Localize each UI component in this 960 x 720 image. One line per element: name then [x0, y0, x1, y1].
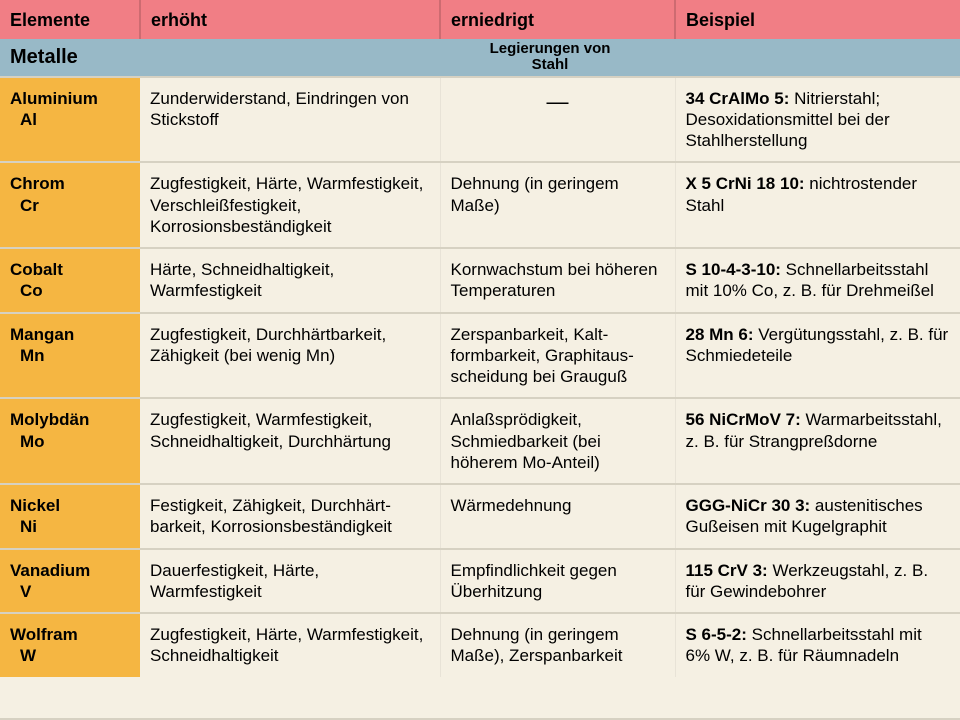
erniedrigt-cell: — [440, 77, 675, 163]
element-name: Aluminium [10, 88, 130, 109]
beispiel-code: 34 CrAlMo 5: [686, 89, 790, 108]
element-cell: MolybdänMo [0, 398, 140, 484]
header-elemente: Elemente [0, 0, 140, 39]
erniedrigt-cell: Anlaßsprödigkeit, Schmiedbarkeit (bei hö… [440, 398, 675, 484]
table-row: ChromCrZugfestigkeit, Härte, Warm­festig… [0, 162, 960, 248]
erhoht-cell: Zugfestigkeit, Härte, Warm­festigkeit, S… [140, 613, 440, 677]
element-cell: ManganMn [0, 313, 140, 399]
erniedrigt-cell: Dehnung (in geringem Maße) [440, 162, 675, 248]
element-name: Chrom [10, 173, 130, 194]
erhoht-cell: Festigkeit, Zähigkeit, Durchhärt­barkeit… [140, 484, 440, 549]
element-name: Nickel [10, 495, 130, 516]
beispiel-code: 56 NiCrMoV 7: [686, 410, 801, 429]
beispiel-cell: S 6-5-2: Schnellarbeitsstahl mit 6% W, z… [675, 613, 960, 677]
section-overlay-line1: Legierungen von [490, 40, 611, 57]
element-cell: WolframW [0, 613, 140, 677]
beispiel-cell: 34 CrAlMo 5: Nitrierstahl; Desoxidations… [675, 77, 960, 163]
beispiel-code: X 5 CrNi 18 10: [686, 174, 805, 193]
table-row: MolybdänMoZugfestigkeit, Warmfestigkeit,… [0, 398, 960, 484]
table-row: CobaltCoHärte, Schneidhaltigkeit, Warmfe… [0, 248, 960, 313]
element-cell: AluminiumAl [0, 77, 140, 163]
erhoht-cell: Zugfestigkeit, Durchhärtbarkeit, Zähigke… [140, 313, 440, 399]
element-symbol: Mo [10, 431, 130, 452]
element-symbol: Mn [10, 345, 130, 366]
header-beispiel: Beispiel [675, 0, 960, 39]
erniedrigt-cell: Wärmedehnung [440, 484, 675, 549]
element-symbol: V [10, 581, 130, 602]
table-row: VanadiumVDauerfestigkeit, Härte, Warmfes… [0, 549, 960, 614]
erhoht-cell: Zunderwiderstand, Eindringen von Stickst… [140, 77, 440, 163]
erniedrigt-cell: Zerspanbarkeit, Kalt­formbarkeit, Graphi… [440, 313, 675, 399]
element-cell: VanadiumV [0, 549, 140, 614]
element-symbol: Ni [10, 516, 130, 537]
erhoht-cell: Dauerfestigkeit, Härte, Warmfestigkeit [140, 549, 440, 614]
beispiel-cell: X 5 CrNi 18 10: nichtrostender Stahl [675, 162, 960, 248]
element-name: Wolfram [10, 624, 130, 645]
erhoht-cell: Härte, Schneidhaltigkeit, Warmfestigkeit [140, 248, 440, 313]
element-symbol: Co [10, 280, 130, 301]
element-symbol: Al [10, 109, 130, 130]
element-cell: NickelNi [0, 484, 140, 549]
beispiel-cell: 28 Mn 6: Vergütungsstahl, z. B. für Schm… [675, 313, 960, 399]
erniedrigt-cell: Dehnung (in geringem Maße), Zerspanbarke… [440, 613, 675, 677]
table-row: ManganMnZugfestigkeit, Durchhärtbarkeit,… [0, 313, 960, 399]
element-cell: ChromCr [0, 162, 140, 248]
table-header-row: Elemente erhöht erniedrigt Beispiel [0, 0, 960, 39]
element-symbol: W [10, 645, 130, 666]
section-overlay: Legierungen von Stahl [140, 39, 960, 77]
section-row: Metalle Legierungen von Stahl [0, 39, 960, 77]
table-row: AluminiumAlZunderwiderstand, Eindringen … [0, 77, 960, 163]
beispiel-code: S 6-5-2: [686, 625, 747, 644]
element-symbol: Cr [10, 195, 130, 216]
element-name: Molybdän [10, 409, 130, 430]
erhoht-cell: Zugfestigkeit, Warmfestigkeit, Schneidha… [140, 398, 440, 484]
element-cell: CobaltCo [0, 248, 140, 313]
erhoht-cell: Zugfestigkeit, Härte, Warm­festigkeit, V… [140, 162, 440, 248]
beispiel-cell: S 10-4-3-10: Schnellarbeitsstahl mit 10%… [675, 248, 960, 313]
section-label: Metalle [0, 39, 140, 77]
beispiel-code: 28 Mn 6: [686, 325, 754, 344]
beispiel-code: S 10-4-3-10: [686, 260, 781, 279]
beispiel-code: 115 CrV 3: [686, 561, 768, 580]
header-erhoht: erhöht [140, 0, 440, 39]
erniedrigt-cell: Kornwachstum bei höheren Temperaturen [440, 248, 675, 313]
erniedrigt-cell: Empfindlichkeit gegen Überhitzung [440, 549, 675, 614]
element-name: Cobalt [10, 259, 130, 280]
header-erniedrigt: erniedrigt [440, 0, 675, 39]
page: { "colors": { "header_bg": "#f17e85", "s… [0, 0, 960, 720]
element-name: Mangan [10, 324, 130, 345]
element-name: Vanadium [10, 560, 130, 581]
beispiel-code: GGG-NiCr 30 3: [686, 496, 811, 515]
table-row: NickelNiFestigkeit, Zähigkeit, Durchhärt… [0, 484, 960, 549]
table-row: WolframWZugfestigkeit, Härte, Warm­festi… [0, 613, 960, 677]
beispiel-cell: 115 CrV 3: Werkzeugstahl, z. B. für Gewi… [675, 549, 960, 614]
beispiel-cell: 56 NiCrMoV 7: Warmarbeits­stahl, z. B. f… [675, 398, 960, 484]
beispiel-cell: GGG-NiCr 30 3: austenitisches Gußeisen m… [675, 484, 960, 549]
alloy-table: Elemente erhöht erniedrigt Beispiel Meta… [0, 0, 960, 677]
section-overlay-line2: Stahl [532, 56, 569, 73]
